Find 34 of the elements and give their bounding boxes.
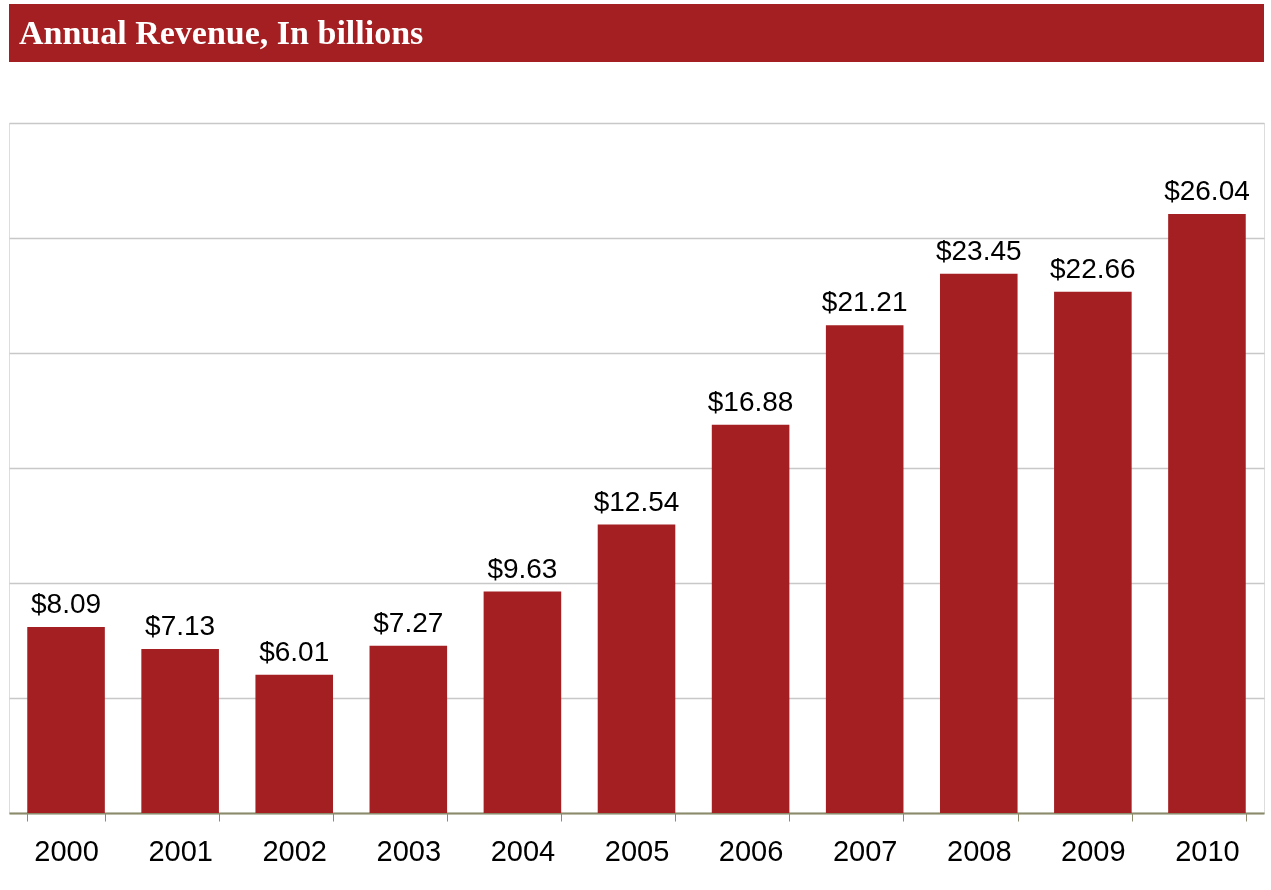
chart-title: Annual Revenue, In billions — [19, 14, 424, 51]
x-tick-label: 2007 — [832, 834, 898, 867]
bar — [825, 325, 904, 813]
bar — [939, 273, 1018, 813]
x-tick-label: 2008 — [947, 834, 1012, 867]
x-tick-label: 2006 — [718, 834, 784, 867]
bar — [597, 524, 676, 813]
x-tick-label: 2005 — [604, 834, 670, 867]
data-label: $26.04 — [1164, 175, 1250, 207]
bar — [483, 591, 562, 813]
bar — [711, 424, 790, 813]
bar — [369, 645, 448, 813]
bar — [27, 626, 105, 813]
data-label: $6.01 — [259, 635, 330, 667]
data-label: $23.45 — [935, 234, 1022, 266]
x-tick-label: 2003 — [376, 834, 442, 867]
data-label: $7.13 — [145, 610, 216, 642]
x-tick-label: 2004 — [490, 834, 556, 867]
bar — [255, 674, 334, 813]
data-label: $12.54 — [593, 485, 680, 517]
data-label: $9.63 — [487, 552, 558, 584]
bar — [1054, 291, 1132, 813]
data-label: $7.27 — [373, 606, 444, 638]
bar — [141, 649, 219, 813]
data-label: $16.88 — [707, 385, 794, 417]
x-tick-label: 2010 — [1175, 834, 1240, 867]
x-tick-label: 2009 — [1061, 834, 1126, 867]
data-label: $22.66 — [1050, 252, 1136, 284]
data-label: $21.21 — [821, 286, 908, 318]
x-tick-label: 2002 — [262, 834, 327, 867]
data-label: $8.09 — [31, 587, 102, 619]
x-tick-label: 2000 — [34, 834, 99, 867]
bar — [1168, 214, 1246, 813]
x-tick-label: 2001 — [148, 834, 213, 867]
